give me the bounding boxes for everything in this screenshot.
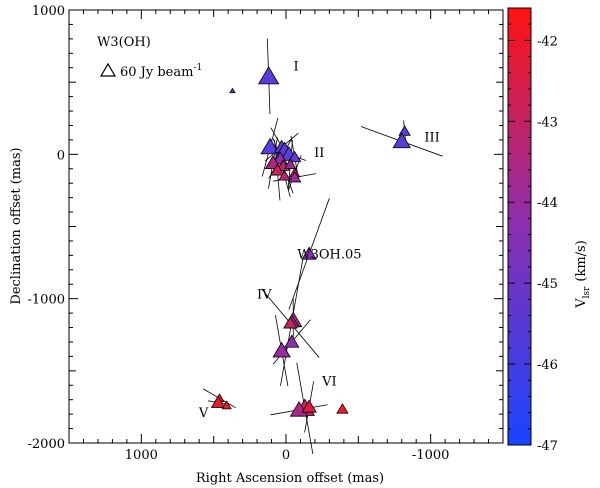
chart-title: W3(OH) — [97, 35, 151, 50]
colorbar-label-main: V — [574, 298, 589, 309]
maser-triangle — [272, 341, 291, 358]
maser-triangle — [398, 125, 411, 136]
maser-triangle — [229, 87, 236, 94]
maser-triangle — [257, 66, 280, 85]
region-label: I — [294, 60, 299, 75]
region-label: IV — [257, 288, 272, 303]
x-tick-label: 0 — [282, 448, 290, 463]
axis-ticks: 1000 0 -1000 1000 0 -1000 -2000 — [28, 4, 503, 463]
colorbar-tick-label: -44 — [537, 196, 558, 211]
y-tick-label: -1000 — [28, 293, 65, 308]
region-label: W3OH.05 — [297, 247, 361, 262]
y-tick-label: 1000 — [32, 4, 65, 19]
maser-triangle — [301, 246, 317, 260]
region-label: II — [314, 146, 324, 161]
maser-triangle — [284, 158, 297, 169]
maser-triangle — [287, 150, 302, 163]
x-tick-label: 1000 — [125, 448, 158, 463]
maser-triangle — [392, 132, 411, 149]
maser-triangle — [284, 334, 300, 348]
maser-points — [210, 66, 411, 417]
colorbar-tick-label: -43 — [537, 115, 558, 130]
maser-triangle — [287, 170, 302, 183]
colorbar-label-sub: lsr — [582, 286, 592, 298]
colorbar-label: Vlsr (km/s) — [574, 240, 592, 309]
colorbar-tick-label: -47 — [537, 439, 558, 454]
x-axis-label: Right Ascension offset (mas) — [196, 471, 384, 486]
legend-value: 60 Jy beam — [120, 65, 193, 80]
maser-triangle — [270, 163, 285, 176]
colorbar — [507, 7, 532, 446]
region-label: VI — [321, 374, 337, 389]
y-axis-label: Declination offset (mas) — [9, 147, 24, 304]
y-tick-label: -2000 — [28, 437, 65, 452]
x-tick-label: -1000 — [412, 448, 449, 463]
legend-superscript: -1 — [193, 63, 202, 73]
colorbar-label-unit: (km/s) — [574, 240, 589, 281]
colorbar-tick-label: -46 — [537, 358, 558, 373]
legend-text: 60 Jy beam-1 — [120, 63, 202, 80]
maser-triangle — [301, 399, 317, 413]
maser-triangle — [283, 316, 298, 329]
region-label: III — [424, 130, 439, 145]
region-label: V — [198, 406, 209, 421]
maser-triangle — [221, 400, 232, 410]
legend-triangle-icon — [99, 62, 117, 77]
maser-triangle — [260, 137, 280, 155]
colorbar-ticks: -42 -43 -44 -45 -46 -47 — [508, 23, 558, 454]
colorbar-tick-label: -42 — [537, 34, 558, 49]
colorbar-tick-label: -45 — [537, 277, 558, 292]
maser-triangle — [336, 403, 349, 414]
legend: 60 Jy beam-1 — [99, 62, 202, 80]
maser-triangle — [278, 169, 291, 181]
maser-triangle — [210, 395, 226, 408]
y-tick-label: 0 — [57, 148, 65, 163]
